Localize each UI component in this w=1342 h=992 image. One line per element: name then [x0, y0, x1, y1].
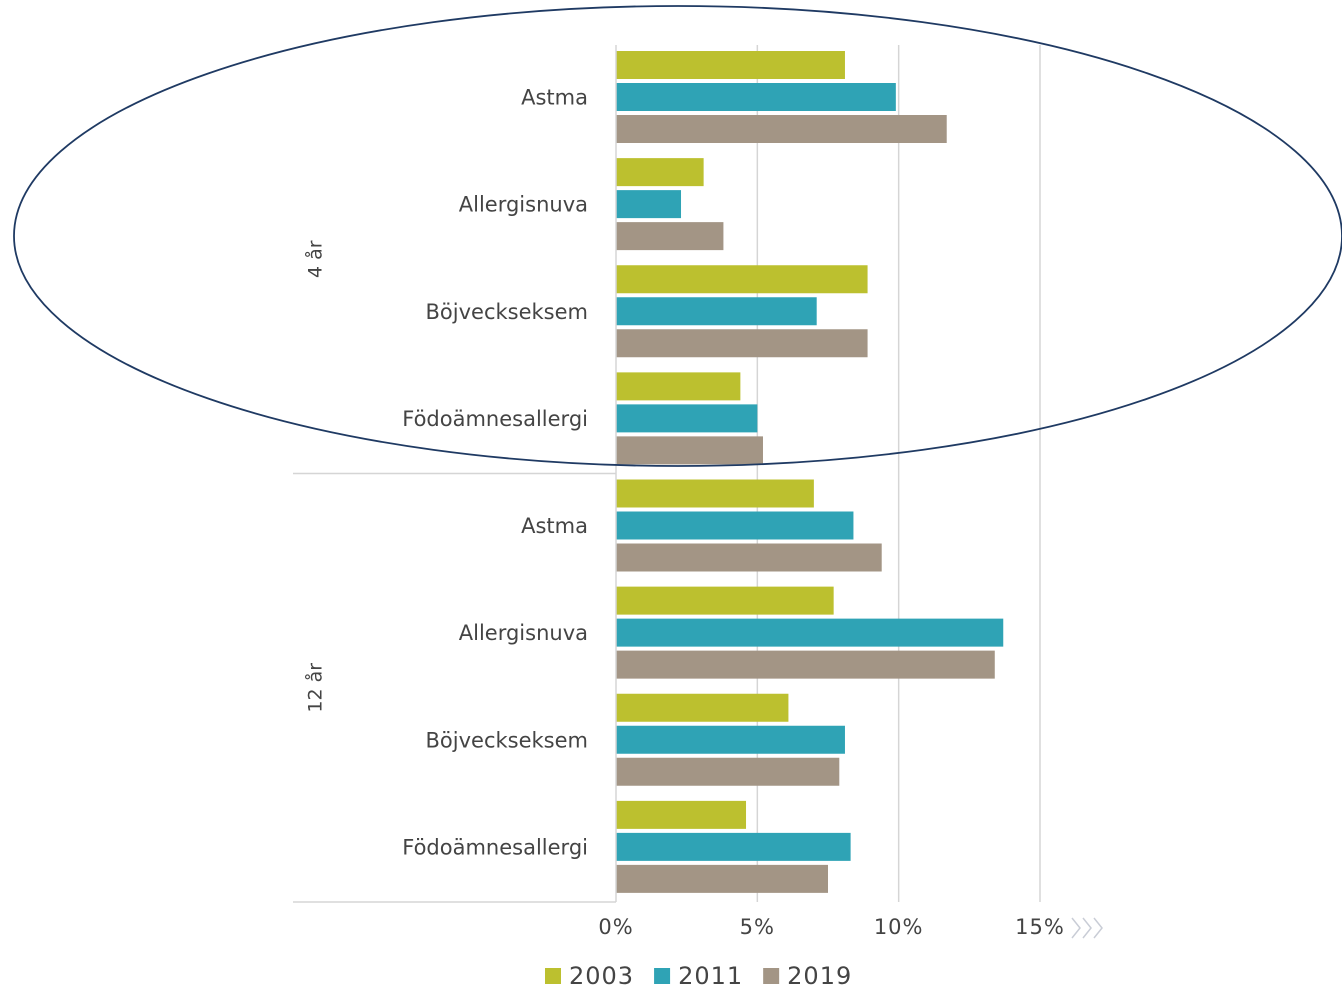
group-label: 4 år	[304, 240, 327, 278]
x-tick-label: 0%	[598, 915, 633, 939]
bar	[616, 479, 814, 508]
bar	[616, 543, 882, 572]
bar	[616, 693, 789, 722]
x-tick-label: 10%	[874, 915, 924, 939]
bar	[616, 297, 817, 326]
bar	[616, 725, 845, 754]
bar	[616, 115, 947, 143]
category-label: Födoämnesallergi	[402, 407, 588, 431]
bar	[616, 800, 747, 829]
bar	[616, 436, 763, 465]
legend-swatch	[545, 968, 561, 984]
legend-label: 2019	[787, 962, 852, 988]
bar	[616, 864, 828, 893]
category-label: Astma	[521, 514, 588, 538]
bar	[616, 511, 854, 540]
x-tick-label: 15%	[1015, 915, 1065, 939]
legend-swatch	[763, 968, 780, 984]
bar	[616, 265, 868, 294]
annotation-ellipse	[13, 5, 1342, 467]
bar	[616, 618, 1004, 647]
category-label: Astma	[521, 86, 588, 110]
bar	[616, 51, 845, 79]
category-label: Allergisnuva	[459, 621, 588, 645]
axis-arrows	[1071, 917, 1103, 939]
bar	[616, 404, 758, 433]
bar	[616, 372, 741, 401]
bar	[616, 650, 995, 679]
bar	[616, 329, 868, 358]
category-label: Böjveckseksem	[426, 300, 588, 324]
bar	[616, 586, 834, 615]
bar	[616, 222, 724, 251]
bar	[616, 757, 840, 786]
category-label: Födoämnesallergi	[402, 835, 588, 859]
bar	[616, 190, 682, 219]
category-label: Böjveckseksem	[426, 728, 588, 752]
bar	[616, 83, 896, 111]
bar	[616, 158, 704, 187]
group-label: 12 år	[304, 663, 327, 713]
legend-label: 2003	[569, 962, 634, 988]
x-tick-label: 5%	[740, 915, 775, 939]
legend-swatch	[654, 968, 671, 984]
category-label: Allergisnuva	[459, 193, 588, 217]
legend-label: 2011	[678, 962, 743, 988]
bar	[616, 832, 851, 861]
